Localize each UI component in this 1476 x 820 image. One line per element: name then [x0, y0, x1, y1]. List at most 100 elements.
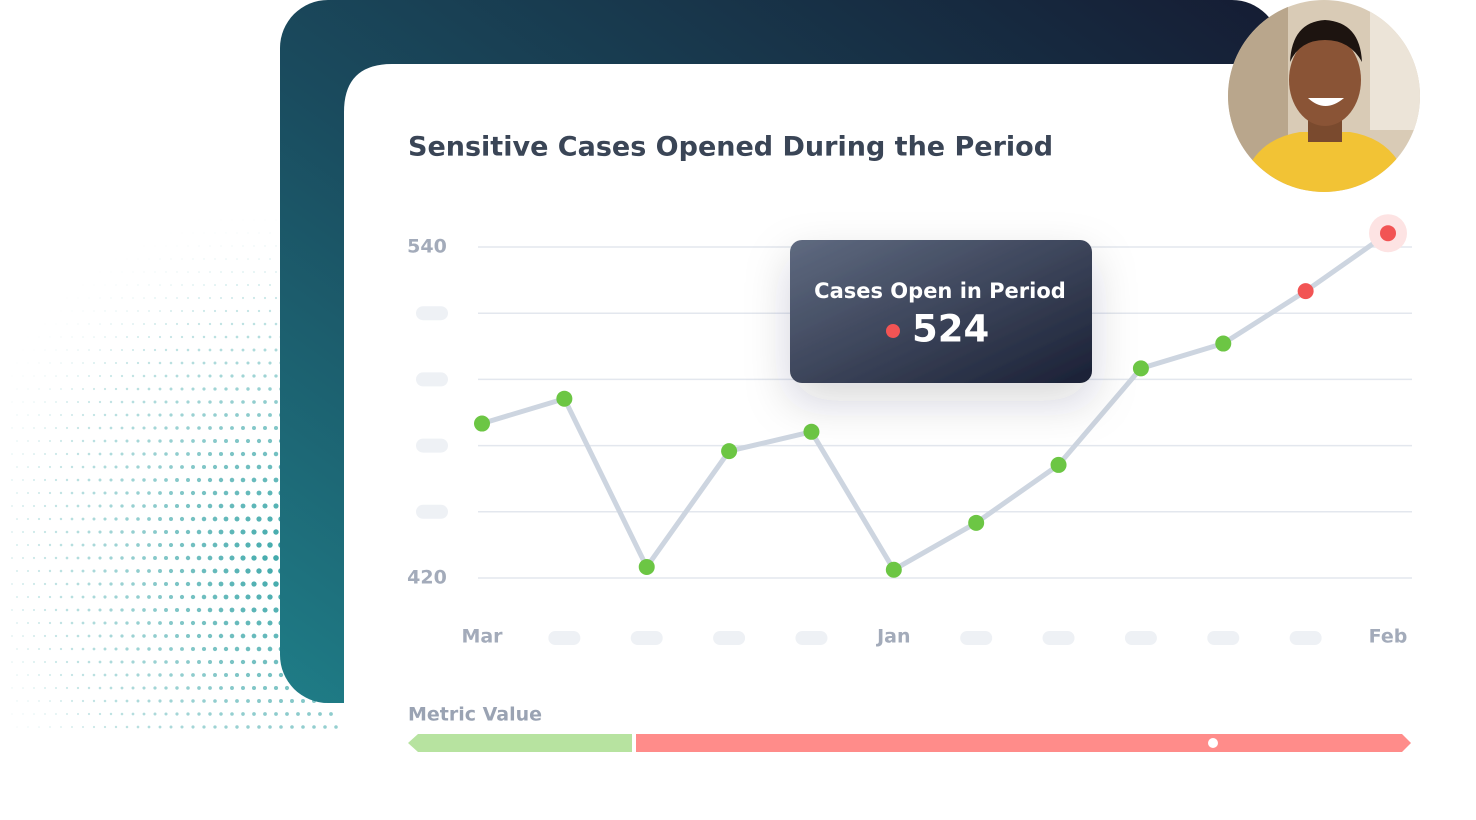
dot — [71, 388, 73, 390]
dot — [103, 439, 107, 443]
dot — [16, 362, 17, 363]
x-tick-placeholder — [795, 631, 828, 645]
dot — [186, 426, 190, 430]
dot — [11, 635, 13, 637]
x-tick-placeholder — [1124, 631, 1157, 645]
dot — [212, 568, 218, 574]
dot — [257, 387, 261, 391]
dot — [252, 296, 256, 300]
dot — [87, 712, 91, 716]
tooltip: Cases Open in Period 524 — [790, 240, 1092, 383]
dot — [76, 400, 80, 404]
data-point — [1132, 360, 1149, 377]
dot — [131, 634, 135, 638]
dot — [251, 477, 257, 483]
dot — [136, 543, 140, 547]
dot — [164, 504, 168, 508]
dot — [109, 582, 113, 586]
dot — [252, 374, 256, 378]
dot — [267, 620, 273, 626]
dot — [246, 309, 250, 313]
dot — [240, 477, 246, 483]
dot — [262, 581, 268, 587]
dot — [202, 361, 206, 365]
dot — [76, 504, 80, 508]
dot — [44, 375, 46, 377]
dot — [164, 608, 168, 612]
dot — [290, 699, 294, 703]
dot — [55, 401, 57, 403]
dot — [115, 310, 117, 312]
dot — [49, 700, 51, 702]
dot — [186, 400, 190, 404]
dot — [169, 673, 173, 677]
dot — [234, 490, 240, 496]
dot — [273, 581, 279, 587]
dot — [16, 388, 18, 390]
dot — [142, 400, 146, 404]
dot — [170, 310, 172, 312]
dot — [263, 296, 267, 300]
dot — [22, 661, 24, 663]
dot — [131, 712, 135, 716]
dot — [241, 374, 245, 378]
dot — [158, 465, 162, 469]
dot — [67, 298, 68, 299]
dot — [16, 596, 18, 598]
dot — [197, 374, 201, 378]
dot — [65, 634, 69, 638]
dot — [236, 232, 238, 234]
dot — [258, 232, 260, 234]
dot — [187, 297, 189, 299]
dot — [301, 699, 305, 703]
dot — [191, 361, 195, 365]
dot — [48, 595, 52, 599]
dot — [70, 595, 74, 599]
dot — [136, 465, 140, 469]
dot — [120, 556, 124, 560]
dot — [182, 233, 183, 234]
dot — [22, 427, 24, 429]
dot — [71, 362, 73, 364]
dot — [103, 647, 107, 651]
dot — [219, 686, 223, 690]
dot — [43, 478, 47, 482]
dot — [49, 414, 51, 416]
x-tick-placeholder — [1207, 631, 1240, 645]
dot — [234, 542, 240, 548]
dot — [92, 647, 96, 651]
dot — [273, 685, 279, 691]
dot — [59, 439, 63, 443]
dot — [114, 413, 118, 417]
dot — [168, 542, 174, 548]
dot — [191, 725, 195, 729]
dot — [11, 401, 13, 403]
dot — [126, 284, 128, 286]
dot — [125, 543, 129, 547]
dot — [136, 673, 140, 677]
dot — [323, 725, 327, 729]
dot — [60, 336, 62, 338]
dot — [212, 490, 218, 496]
dot — [22, 635, 24, 637]
dot — [43, 504, 47, 508]
dot — [268, 699, 272, 703]
dot — [103, 387, 107, 391]
dot — [22, 401, 24, 403]
dot — [103, 491, 107, 495]
dot — [136, 413, 140, 417]
dot — [33, 661, 35, 663]
dot — [125, 699, 129, 703]
dot — [241, 322, 245, 326]
dot — [38, 700, 40, 702]
dot — [202, 413, 206, 417]
dot — [264, 271, 266, 273]
dot — [45, 324, 46, 325]
dot — [235, 699, 239, 703]
dot — [262, 555, 268, 561]
dot — [246, 335, 250, 339]
dot — [43, 556, 47, 560]
dot — [257, 335, 261, 339]
dot — [223, 620, 229, 626]
dot — [43, 660, 47, 664]
